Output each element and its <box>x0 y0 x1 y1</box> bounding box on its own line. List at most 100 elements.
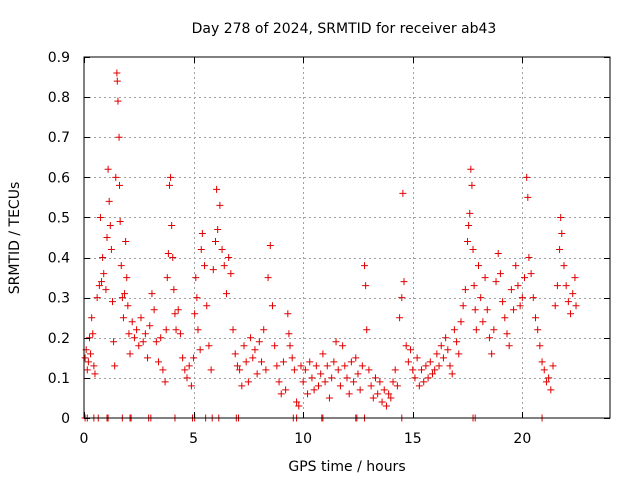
data-point <box>471 306 479 314</box>
data-point <box>545 374 553 382</box>
data-point <box>229 326 237 334</box>
data-point <box>85 334 93 342</box>
data-point <box>304 390 312 398</box>
data-point <box>332 338 340 346</box>
data-point <box>466 209 474 217</box>
data-point <box>231 350 239 358</box>
data-point <box>119 314 127 322</box>
data-point <box>144 354 152 362</box>
data-point <box>477 294 485 302</box>
data-point <box>450 326 458 334</box>
data-point <box>207 366 215 374</box>
data-point <box>98 278 106 286</box>
data-point <box>464 238 472 246</box>
data-point <box>172 326 180 334</box>
data-point <box>181 366 189 374</box>
data-point <box>91 370 99 378</box>
data-point <box>275 378 283 386</box>
data-point <box>118 294 126 302</box>
data-point <box>431 366 439 374</box>
y-tick-label: 0.3 <box>48 291 70 307</box>
data-point <box>179 354 187 362</box>
data-point <box>496 270 504 278</box>
data-point <box>126 350 134 358</box>
x-tick-label: 20 <box>513 431 531 447</box>
data-point <box>439 354 447 362</box>
data-point <box>361 262 369 270</box>
data-point <box>371 374 379 382</box>
data-point <box>87 350 95 358</box>
data-point <box>420 378 428 386</box>
data-point <box>468 181 476 189</box>
data-point <box>531 314 539 322</box>
data-point <box>258 358 266 366</box>
data-point <box>376 378 384 386</box>
data-point <box>418 366 426 374</box>
data-point <box>352 354 360 362</box>
data-point <box>139 338 147 346</box>
data-point <box>523 173 531 181</box>
data-point <box>551 302 559 310</box>
data-point <box>197 246 205 254</box>
data-point <box>213 185 221 193</box>
data-point <box>236 366 244 374</box>
data-point <box>310 386 318 394</box>
data-point <box>190 354 198 362</box>
data-point <box>485 334 493 342</box>
data-point <box>569 290 577 298</box>
data-point <box>507 286 515 294</box>
data-point <box>286 342 294 350</box>
data-point <box>201 262 209 270</box>
x-tick-labels: 0 5 10 15 20 <box>80 431 532 447</box>
data-point <box>505 342 513 350</box>
data-point <box>124 302 132 310</box>
data-point <box>268 302 276 310</box>
data-point <box>380 386 388 394</box>
data-point <box>448 370 456 378</box>
data-point <box>564 298 572 306</box>
data-point <box>290 366 298 374</box>
y-tick-label: 0.5 <box>48 210 70 226</box>
data-point <box>461 286 469 294</box>
data-point <box>108 298 116 306</box>
data-point <box>470 282 478 290</box>
data-point <box>571 274 579 282</box>
plot-frame <box>83 56 611 419</box>
data-point <box>130 334 138 342</box>
data-point <box>308 374 316 382</box>
data-point <box>198 229 206 237</box>
data-point <box>209 266 217 274</box>
data-point <box>518 294 526 302</box>
data-point <box>330 358 338 366</box>
data-point <box>220 262 228 270</box>
data-point <box>238 382 246 390</box>
data-point <box>328 374 336 382</box>
data-point <box>529 294 537 302</box>
data-point <box>467 165 475 173</box>
data-point <box>398 294 406 302</box>
x-axis-label: GPS time / hours <box>288 459 405 475</box>
data-point <box>161 378 169 386</box>
data-point <box>187 382 195 390</box>
data-point <box>444 346 452 354</box>
data-point <box>114 97 122 105</box>
data-point <box>159 366 167 374</box>
data-point <box>225 254 233 262</box>
data-point <box>521 274 529 282</box>
data-point <box>411 374 419 382</box>
x-tick-label: 15 <box>404 431 422 447</box>
data-point <box>481 274 489 282</box>
data-point <box>103 234 111 241</box>
data-point <box>162 326 170 334</box>
data-point <box>81 354 89 362</box>
y-tick-label: 0.6 <box>48 170 70 186</box>
data-point <box>363 326 371 334</box>
data-point <box>387 394 395 402</box>
data-point <box>293 398 301 406</box>
data-point <box>193 294 201 302</box>
data-point <box>194 326 202 334</box>
data-point <box>88 314 96 322</box>
data-point <box>365 366 373 374</box>
data-point <box>205 342 213 350</box>
data-point <box>503 330 511 338</box>
